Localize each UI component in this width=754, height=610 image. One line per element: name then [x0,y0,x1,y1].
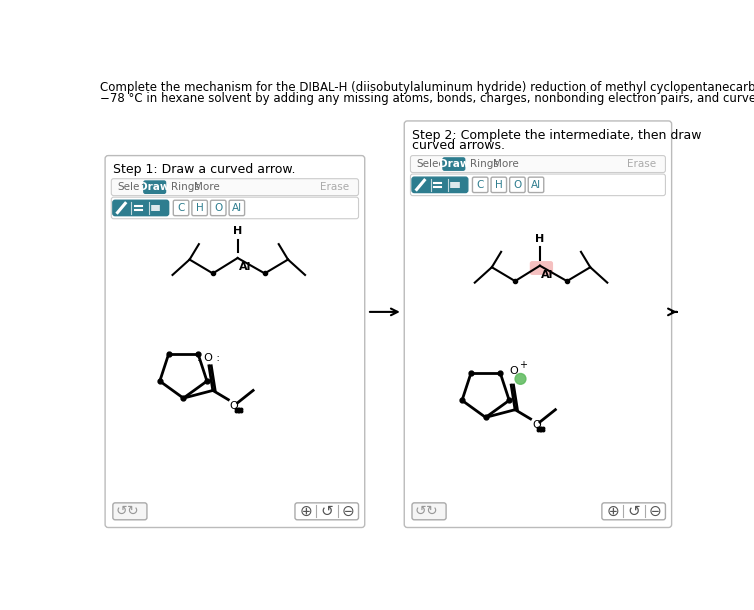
Text: curved arrows.: curved arrows. [412,140,505,152]
FancyBboxPatch shape [173,200,188,216]
FancyBboxPatch shape [404,121,672,528]
FancyBboxPatch shape [510,177,525,193]
Text: ↺: ↺ [320,504,333,519]
Text: O: O [230,401,238,411]
FancyBboxPatch shape [112,197,358,219]
Text: More: More [493,159,519,169]
FancyBboxPatch shape [443,158,464,170]
Text: H: H [233,226,242,237]
FancyBboxPatch shape [412,503,446,520]
Text: Erase: Erase [627,159,656,169]
FancyBboxPatch shape [192,200,207,216]
Text: O: O [214,203,222,213]
Text: Al: Al [541,270,553,279]
Text: Complete the mechanism for the DIBAL-H (diisobutylaluminum hydride) reduction of: Complete the mechanism for the DIBAL-H (… [100,81,754,94]
Text: O: O [510,366,519,376]
Text: ↺: ↺ [415,504,426,518]
FancyBboxPatch shape [105,156,365,528]
Text: Select: Select [118,182,150,192]
Text: More: More [195,182,220,192]
Text: −78 °C in hexane solvent by adding any missing atoms, bonds, charges, nonbonding: −78 °C in hexane solvent by adding any m… [100,92,754,105]
FancyBboxPatch shape [410,156,666,173]
FancyBboxPatch shape [529,177,544,193]
FancyBboxPatch shape [410,174,666,196]
Text: Draw: Draw [439,159,469,169]
Text: C: C [177,203,185,213]
Text: H: H [495,180,503,190]
Text: Al: Al [531,180,541,190]
Circle shape [515,373,526,384]
FancyBboxPatch shape [144,181,166,193]
Text: H: H [535,234,544,244]
Text: : O :: : O : [198,353,220,364]
Text: Step 1: Draw a curved arrow.: Step 1: Draw a curved arrow. [113,163,296,176]
Text: ⊕: ⊕ [299,504,312,519]
FancyBboxPatch shape [229,200,244,216]
Text: ↺: ↺ [115,504,127,518]
Text: Al: Al [231,203,242,213]
Text: O: O [513,180,522,190]
FancyBboxPatch shape [473,177,488,193]
FancyBboxPatch shape [210,200,226,216]
FancyBboxPatch shape [602,503,666,520]
Text: ↻: ↻ [426,504,438,518]
Text: ↺: ↺ [627,504,640,519]
Text: +: + [519,360,527,370]
Text: Select: Select [417,159,449,169]
FancyBboxPatch shape [113,503,147,520]
Text: Al: Al [239,262,252,272]
Text: O: O [532,420,541,431]
Text: ↻: ↻ [127,504,139,518]
Text: Erase: Erase [320,182,349,192]
Text: C: C [477,180,484,190]
FancyBboxPatch shape [412,177,467,193]
FancyBboxPatch shape [112,179,358,196]
Text: Step 2: Complete the intermediate, then draw: Step 2: Complete the intermediate, then … [412,129,701,142]
Text: ⊖: ⊖ [648,504,661,519]
FancyBboxPatch shape [113,200,169,216]
Text: Draw: Draw [139,182,170,192]
Text: ⊖: ⊖ [342,504,354,519]
Text: ⊕: ⊕ [606,504,619,519]
Text: Rings: Rings [171,182,200,192]
Text: H: H [196,203,204,213]
Text: Rings: Rings [470,159,499,169]
FancyBboxPatch shape [530,261,553,275]
FancyBboxPatch shape [491,177,507,193]
FancyBboxPatch shape [295,503,358,520]
